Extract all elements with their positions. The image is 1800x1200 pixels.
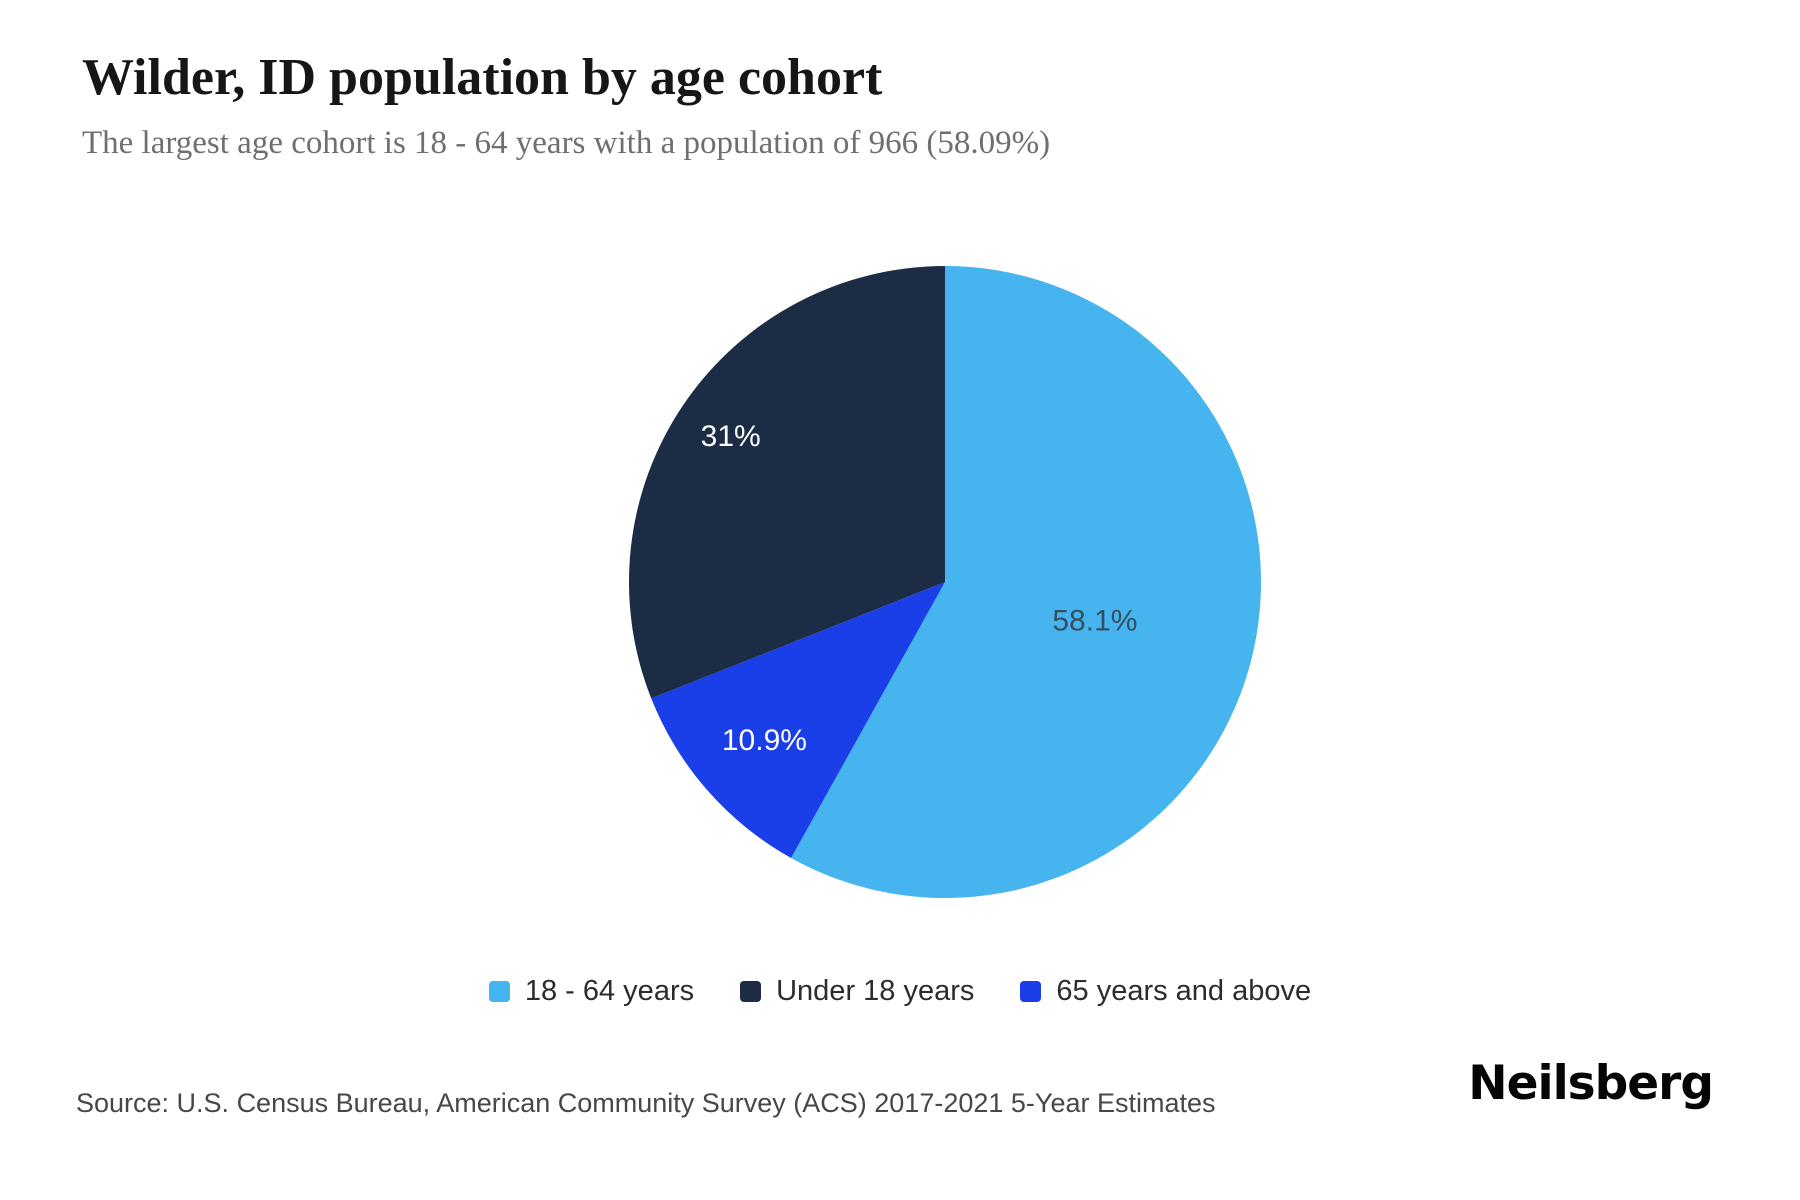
- pie-label-65-years-and-above: 10.9%: [722, 724, 807, 757]
- pie-slice-under-18-years[interactable]: [628, 266, 945, 699]
- pie-slice-18-64-years[interactable]: [791, 266, 1262, 898]
- legend-label-18-64-years: 18 - 64 years: [524, 975, 695, 1007]
- pie-label-18-64-years: 58.1%: [1052, 605, 1137, 638]
- legend-item-18-64-years[interactable]: 18 - 64 years: [488, 975, 695, 1008]
- legend-swatch-18-64-years: [488, 981, 510, 1002]
- page-title: Wilder, ID population by age cohort: [82, 49, 883, 106]
- pie-label-under-18-years: 31%: [701, 420, 761, 453]
- legend-item-65-years-and-above[interactable]: 65 years and above: [1020, 975, 1311, 1008]
- brand-logo: Neilsberg: [1468, 1056, 1714, 1111]
- legend: 18 - 64 years Under 18 years 65 years and …: [0, 975, 1800, 1008]
- pie-slice-65-years-and-above[interactable]: [651, 582, 945, 858]
- source-text: Source: U.S. Census Bureau, American Com…: [76, 1088, 1216, 1118]
- legend-swatch-under-18-years: [740, 981, 762, 1002]
- legend-item-under-18-years[interactable]: Under 18 years: [740, 975, 974, 1008]
- legend-label-65-years-and-above: 65 years and above: [1056, 975, 1312, 1007]
- chart-header: Wilder, ID population by age cohort The …: [82, 48, 1582, 162]
- legend-swatch-65-years-and-above: [1020, 981, 1042, 1002]
- page-subtitle: The largest age cohort is 18 - 64 years …: [82, 125, 1051, 161]
- legend-label-under-18-years: Under 18 years: [776, 975, 975, 1007]
